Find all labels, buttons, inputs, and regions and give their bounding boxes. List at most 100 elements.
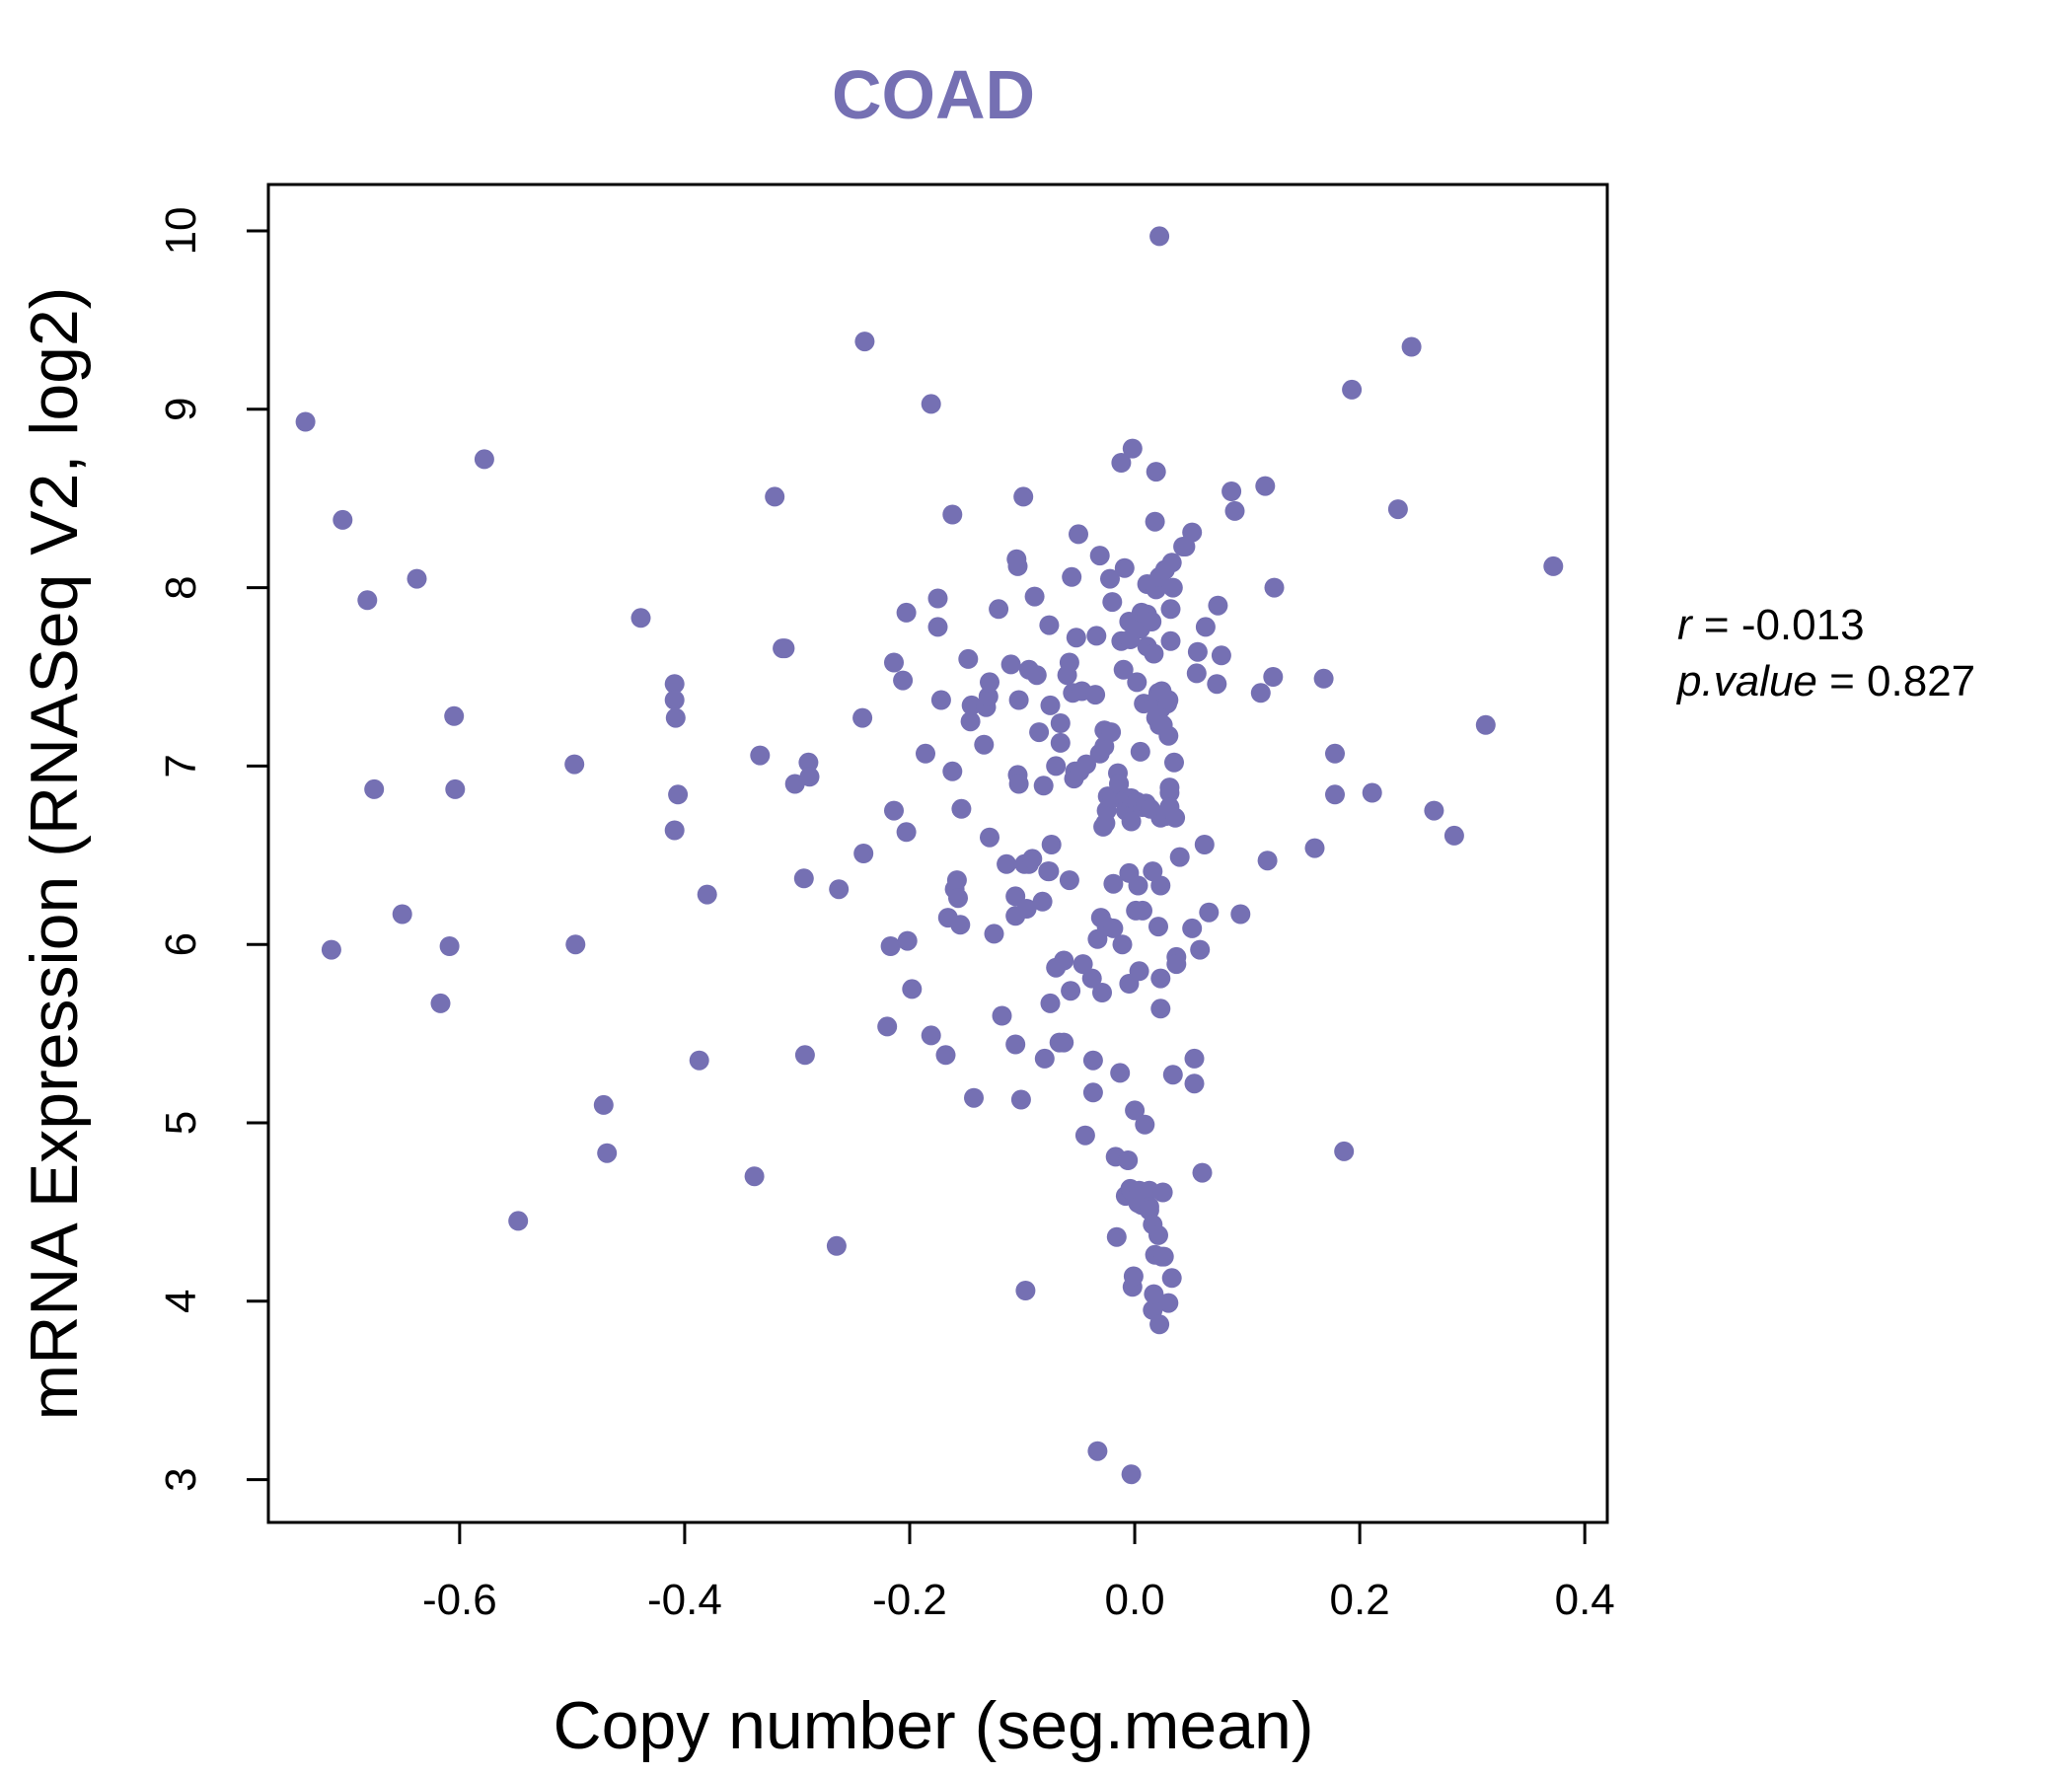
x-axis-title: Copy number (seg.mean) — [553, 1688, 1313, 1763]
data-point — [1158, 690, 1179, 710]
data-point — [1194, 835, 1215, 854]
data-point — [1443, 825, 1464, 846]
x-tick-label: -0.6 — [422, 1576, 497, 1624]
data-point — [1114, 557, 1135, 578]
data-point — [1158, 1293, 1179, 1313]
y-tick-label: 8 — [157, 575, 205, 599]
data-point — [1199, 902, 1220, 923]
data-point — [445, 778, 466, 799]
y-tick-label: 4 — [157, 1290, 205, 1313]
plot-frame — [266, 183, 1609, 1524]
data-point — [1089, 546, 1110, 566]
data-point — [474, 449, 494, 470]
data-point — [1013, 486, 1034, 507]
data-point — [1112, 934, 1133, 955]
data-point — [1066, 628, 1086, 648]
y-axis: 3 4 5 6 7 8 9 10 — [157, 207, 270, 1492]
data-point — [1160, 630, 1181, 651]
data-point — [1264, 577, 1285, 598]
x-tick-label: -0.4 — [647, 1576, 722, 1624]
data-point — [1424, 800, 1444, 821]
data-point — [1145, 511, 1165, 532]
data-point — [1150, 968, 1171, 989]
data-point — [1040, 993, 1061, 1013]
data-point — [1146, 462, 1166, 482]
data-point — [1182, 918, 1203, 938]
data-point — [1165, 807, 1186, 828]
p-value-stat: p.value = 0.827 — [1675, 657, 1975, 705]
data-point — [916, 743, 935, 764]
data-point — [1073, 954, 1093, 975]
data-point — [1024, 586, 1045, 607]
y-tick-label: 5 — [157, 1111, 205, 1135]
data-point — [799, 767, 820, 787]
data-point — [1150, 875, 1171, 896]
data-point — [1195, 617, 1216, 637]
data-point — [880, 936, 901, 956]
data-point — [1208, 595, 1228, 616]
data-point — [1133, 900, 1152, 921]
data-point — [958, 648, 979, 669]
data-point — [1182, 522, 1203, 543]
data-point — [333, 509, 353, 530]
data-point — [1125, 1100, 1146, 1121]
data-point — [1082, 1050, 1103, 1071]
data-point — [1122, 438, 1143, 459]
data-point — [1342, 379, 1363, 400]
data-point — [1046, 756, 1067, 777]
data-point — [1033, 776, 1054, 796]
data-point — [689, 1050, 709, 1071]
data-point — [1101, 722, 1122, 743]
data-point — [1113, 659, 1134, 680]
data-point — [1000, 654, 1021, 675]
data-point — [1086, 626, 1107, 646]
data-point — [942, 504, 963, 525]
data-point — [1008, 690, 1029, 710]
data-point — [1184, 1048, 1205, 1069]
data-point — [989, 599, 1009, 620]
data-point — [951, 798, 972, 819]
data-point — [1475, 714, 1496, 735]
x-tick-label: 0.2 — [1330, 1576, 1390, 1624]
data-point — [664, 820, 685, 841]
data-point — [1150, 999, 1171, 1019]
data-point — [1092, 983, 1112, 1002]
data-point — [1142, 612, 1162, 631]
data-point — [1121, 1464, 1142, 1485]
data-point — [964, 1087, 984, 1108]
y-tick-label: 9 — [157, 398, 205, 421]
r-label: r — [1677, 601, 1694, 649]
data-point — [1190, 939, 1211, 960]
data-point — [1034, 1048, 1055, 1069]
data-point — [597, 1143, 618, 1163]
data-point — [1061, 981, 1081, 1001]
data-point — [321, 939, 341, 960]
data-point — [1082, 1082, 1103, 1103]
data-point — [980, 672, 999, 693]
data-point — [1153, 1246, 1174, 1267]
data-point — [1010, 1089, 1031, 1110]
data-point — [1543, 555, 1564, 576]
data-point — [1144, 1284, 1164, 1304]
points-layer — [295, 226, 1564, 1485]
data-point — [1007, 555, 1028, 576]
data-point — [854, 332, 875, 352]
data-point — [1106, 1226, 1127, 1247]
data-point — [1005, 1034, 1026, 1055]
data-point — [364, 778, 385, 799]
data-point — [1123, 1266, 1144, 1287]
chart-title: COAD — [832, 56, 1035, 133]
data-point — [775, 638, 795, 659]
y-tick-label: 10 — [157, 207, 205, 256]
data-point — [1022, 849, 1043, 869]
data-point — [1050, 732, 1071, 753]
data-point — [884, 652, 904, 673]
data-point — [1103, 873, 1124, 894]
x-axis: -0.6 -0.4 -0.2 0.0 0.2 0.4 — [422, 1520, 1615, 1624]
data-point — [1166, 954, 1187, 975]
data-point — [1207, 674, 1227, 695]
data-point — [1103, 918, 1124, 938]
data-point — [1041, 835, 1062, 854]
data-point — [1130, 741, 1150, 762]
